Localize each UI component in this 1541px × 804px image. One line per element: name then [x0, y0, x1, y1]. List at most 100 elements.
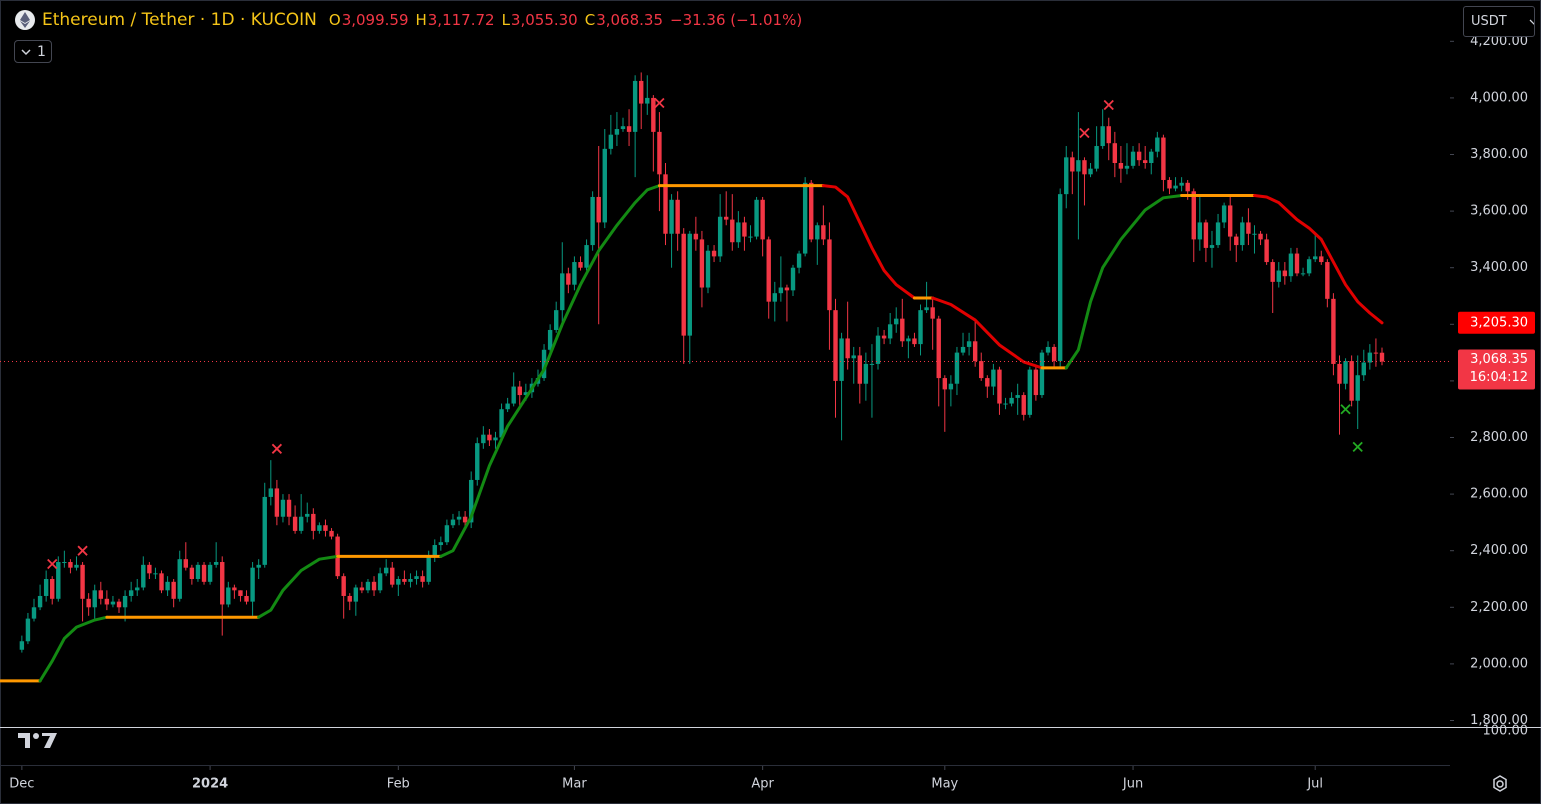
candle-body: [517, 386, 522, 396]
candle-body: [1355, 375, 1360, 401]
candle-body: [1149, 151, 1154, 164]
candle-body: [966, 341, 972, 347]
candle-body: [602, 148, 607, 223]
candle-body: [377, 573, 383, 591]
currency-select[interactable]: USDT: [1463, 6, 1535, 37]
plot-area: [0, 72, 1385, 683]
candle-body: [815, 225, 820, 240]
candle-body: [681, 233, 686, 336]
candle-body: [1076, 160, 1081, 172]
candle-body: [736, 222, 741, 243]
ohlc-key: C: [584, 11, 596, 29]
change: −31.36 (−1.01%): [670, 11, 803, 29]
candle-body: [845, 338, 850, 359]
candle-body: [827, 239, 832, 311]
y-tick-label: 3,400.00: [1470, 260, 1528, 275]
candle-body: [183, 559, 189, 568]
candle-body: [177, 559, 182, 599]
candle-body: [171, 581, 176, 599]
candle-body: [493, 437, 498, 441]
candle-body: [207, 564, 213, 582]
candle-body: [1161, 137, 1166, 180]
symbol-title[interactable]: Ethereum / Tether · 1D · KUCOIN: [42, 10, 317, 30]
candle-body: [693, 233, 699, 240]
settings-icon[interactable]: [1493, 775, 1507, 792]
candle-body: [153, 573, 158, 575]
candle-body: [1240, 222, 1245, 246]
x-tick-label: Dec: [9, 777, 34, 792]
candle-body: [1070, 157, 1075, 172]
candle-body: [31, 607, 37, 619]
candle-body: [1288, 253, 1294, 277]
candle-body: [1173, 185, 1178, 189]
candle-body: [942, 378, 948, 390]
candle-body: [979, 361, 984, 379]
candle-body: [141, 564, 146, 588]
candle-body: [1246, 222, 1251, 234]
candle-body: [43, 578, 49, 596]
y-tick-label: 2,800.00: [1470, 430, 1528, 445]
candle-body: [918, 310, 923, 345]
candle-body: [766, 239, 771, 302]
y-tick-label: 2,000.00: [1470, 656, 1528, 671]
candle-body: [505, 403, 510, 410]
candle-body: [468, 479, 474, 523]
candle-body: [329, 530, 334, 537]
candle-body: [1319, 256, 1324, 263]
candle-body: [317, 525, 322, 531]
candle-body: [566, 273, 571, 285]
ohlc-value: 3,099.59: [341, 11, 409, 29]
candle-body: [960, 346, 966, 353]
candle-body: [1306, 259, 1312, 274]
candle-body: [651, 97, 656, 132]
candle-body: [1106, 126, 1111, 144]
ohlc-key: O: [328, 11, 341, 29]
candle-body: [717, 216, 723, 257]
ohlc-key: L: [501, 11, 510, 29]
candle-body: [608, 134, 614, 149]
chevron: [21, 48, 31, 55]
trend-line: [931, 296, 1044, 370]
candle-body: [341, 576, 346, 596]
x-tick-label: 2024: [192, 777, 228, 792]
candle-body: [147, 564, 152, 574]
candle-body: [305, 513, 310, 517]
trend-line: [257, 554, 340, 619]
x-tick-label: May: [931, 777, 958, 792]
x-tick-label: Jun: [1122, 777, 1143, 792]
candle-body: [390, 567, 395, 585]
candle-body: [936, 318, 941, 379]
candle-body: [68, 562, 73, 568]
indicator-toggle[interactable]: 1: [14, 40, 52, 63]
candle-body: [590, 196, 595, 246]
candle-body: [1051, 346, 1057, 362]
candle-body: [900, 318, 905, 342]
candle-body: [1343, 361, 1348, 384]
candle-body: [80, 564, 85, 599]
candle-body: [323, 525, 328, 531]
candle-body: [1082, 160, 1087, 175]
candle-body: [1185, 182, 1190, 192]
candle-body: [1118, 163, 1124, 169]
candle-body: [1033, 369, 1039, 396]
candle-body: [1300, 273, 1306, 275]
candle-body: [456, 516, 462, 520]
signal-marker: [271, 443, 283, 454]
candle-body: [62, 562, 67, 564]
candle-body: [802, 182, 808, 254]
candle-body: [541, 349, 547, 379]
candle-body: [632, 80, 638, 132]
candle-body: [821, 225, 826, 240]
candle-body: [25, 618, 31, 642]
candle-body: [906, 338, 911, 342]
signal-marker: [1079, 127, 1090, 139]
candle-body: [92, 590, 97, 608]
candle-body: [359, 587, 365, 591]
candle-body: [657, 131, 662, 175]
candle-body: [1130, 151, 1136, 166]
ohlc-value: 3,117.72: [427, 11, 495, 29]
chevron: [1529, 19, 1534, 25]
y-tick-label: 3,600.00: [1470, 204, 1528, 219]
candle-body: [371, 581, 377, 591]
candle-body: [1155, 137, 1160, 152]
